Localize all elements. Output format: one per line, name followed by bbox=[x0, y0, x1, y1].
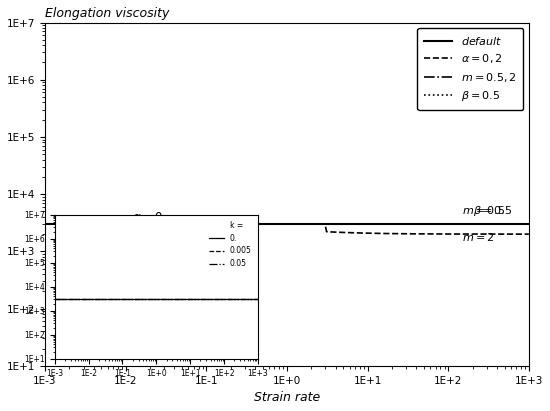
$\beta=0.5$ bbox=[43, 222, 50, 226]
default bbox=[43, 222, 50, 226]
$\alpha=2$ bbox=[526, 222, 532, 226]
default bbox=[330, 222, 337, 226]
default bbox=[338, 222, 344, 226]
$m=0.5$ bbox=[43, 222, 50, 226]
Text: $m = 2$: $m = 2$ bbox=[463, 231, 495, 243]
$\alpha=2$ bbox=[43, 222, 50, 226]
default bbox=[42, 222, 48, 226]
$\alpha=0$ bbox=[449, 231, 456, 236]
$\alpha=2$ bbox=[338, 222, 344, 226]
Text: Elongation viscosity: Elongation viscosity bbox=[45, 7, 169, 20]
$\beta=0.5$ bbox=[330, 222, 337, 226]
$\alpha=2$ bbox=[330, 222, 337, 226]
default bbox=[480, 222, 487, 226]
$m=2$ bbox=[526, 222, 532, 226]
$m=2$ bbox=[42, 222, 48, 226]
$\alpha=0$ bbox=[42, 222, 48, 226]
$\alpha=0$ bbox=[328, 229, 335, 234]
$\alpha=2$ bbox=[449, 222, 456, 226]
$m=0.5$ bbox=[42, 222, 48, 226]
$m=0.5$ bbox=[330, 222, 337, 226]
$\beta=0.5$ bbox=[526, 222, 532, 226]
$m=2$ bbox=[449, 222, 456, 226]
$m=2$ bbox=[330, 222, 337, 226]
Text: $m = 0.5$: $m = 0.5$ bbox=[463, 204, 505, 216]
X-axis label: Strain rate: Strain rate bbox=[254, 391, 320, 404]
default bbox=[328, 222, 335, 226]
$m=2$ bbox=[338, 222, 344, 226]
Legend: $\it{default}$, $\alpha = 0, 2$, $m = 0.5, 2$, $\beta = 0.5$: $\it{default}$, $\alpha = 0, 2$, $m = 0.… bbox=[417, 28, 523, 110]
$\alpha=2$ bbox=[480, 222, 487, 226]
Line: $\alpha=0$: $\alpha=0$ bbox=[45, 224, 529, 234]
default bbox=[526, 222, 532, 226]
$m=0.5$ bbox=[480, 222, 487, 226]
$m=0.5$ bbox=[328, 222, 335, 226]
Text: $\alpha = 2$: $\alpha = 2$ bbox=[108, 224, 139, 237]
$\beta=0.5$ bbox=[42, 222, 48, 226]
$m=0.5$ bbox=[449, 222, 456, 226]
$\beta=0.5$ bbox=[338, 222, 344, 226]
$\alpha=0$ bbox=[330, 230, 337, 235]
$\beta=0.5$ bbox=[328, 222, 335, 226]
Text: $\alpha = 0$: $\alpha = 0$ bbox=[132, 211, 163, 224]
$m=0.5$ bbox=[526, 222, 532, 226]
$\alpha=0$ bbox=[480, 232, 487, 237]
$\alpha=0$ bbox=[526, 232, 532, 237]
$m=2$ bbox=[43, 222, 50, 226]
default bbox=[449, 222, 456, 226]
$\alpha=0$ bbox=[43, 222, 50, 226]
Text: $\beta = 0.5$: $\beta = 0.5$ bbox=[472, 204, 512, 218]
$m=2$ bbox=[480, 222, 487, 226]
$\beta=0.5$ bbox=[449, 222, 456, 226]
$\beta=0.5$ bbox=[480, 222, 487, 226]
$\alpha=0$ bbox=[338, 230, 344, 235]
$\alpha=2$ bbox=[42, 222, 48, 226]
$m=0.5$ bbox=[338, 222, 344, 226]
$m=2$ bbox=[328, 222, 335, 226]
$\alpha=2$ bbox=[328, 222, 335, 226]
